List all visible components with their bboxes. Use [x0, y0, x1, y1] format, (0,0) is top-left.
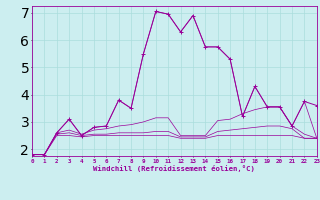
X-axis label: Windchill (Refroidissement éolien,°C): Windchill (Refroidissement éolien,°C): [93, 165, 255, 172]
